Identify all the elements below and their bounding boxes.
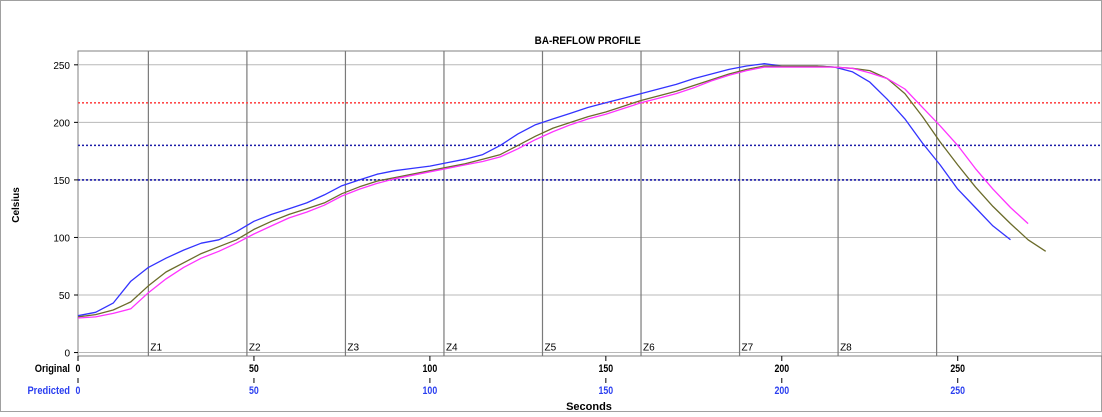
series-line: [77, 63, 1011, 317]
reference-lines: [78, 101, 1102, 181]
x-tick-label: 50: [249, 363, 259, 375]
x-tick-label: 200: [774, 363, 789, 375]
x-tick-label: 100: [423, 385, 438, 397]
x-axis-row-label: Predicted: [27, 385, 70, 397]
y-axis: 0 50 100 150 200 250: [53, 61, 78, 360]
y-tick-label: 100: [53, 233, 70, 244]
x-axis-label: Seconds: [566, 401, 612, 412]
zone-label: Z6: [643, 343, 655, 354]
x-axis: Original 0 50 100 150 200 250 Predicted 0 50 100 15…: [27, 356, 965, 397]
zone-label: Z5: [544, 343, 556, 354]
series-line: [77, 66, 1029, 319]
zone-label: Z3: [347, 343, 359, 354]
y-tick-label: 0: [64, 349, 70, 360]
chart-title: BA-REFLOW PROFILE: [535, 36, 641, 48]
y-axis-label: Celsius: [11, 187, 22, 223]
x-tick-label: 50: [249, 385, 259, 397]
y-tick-label: 250: [53, 61, 70, 72]
series-layer: [77, 63, 1047, 319]
x-tick-label: 150: [598, 363, 613, 375]
zone-layer: Z1 Z2 Z3 Z4 Z5 Z6 Z7 Z8: [147, 51, 938, 356]
x-tick-label: 0: [76, 363, 81, 375]
x-tick-label: 200: [774, 385, 789, 397]
x-tick-label: 150: [598, 385, 613, 397]
zone-label: Z2: [249, 343, 261, 354]
y-tick-label: 50: [59, 291, 71, 302]
x-axis-row-label: Original: [35, 363, 70, 375]
x-tick-label: 250: [950, 363, 965, 375]
plot-area: [77, 50, 1102, 357]
zone-label: Z7: [742, 343, 754, 354]
x-tick-label: 0: [76, 385, 81, 397]
x-tick-label: 250: [950, 385, 965, 397]
y-tick-label: 150: [53, 176, 70, 187]
zone-label: Z1: [150, 343, 162, 354]
zone-label: Z8: [840, 343, 852, 354]
zone-label: Z4: [446, 343, 458, 354]
x-tick-label: 100: [423, 363, 438, 375]
y-tick-label: 200: [53, 118, 70, 129]
